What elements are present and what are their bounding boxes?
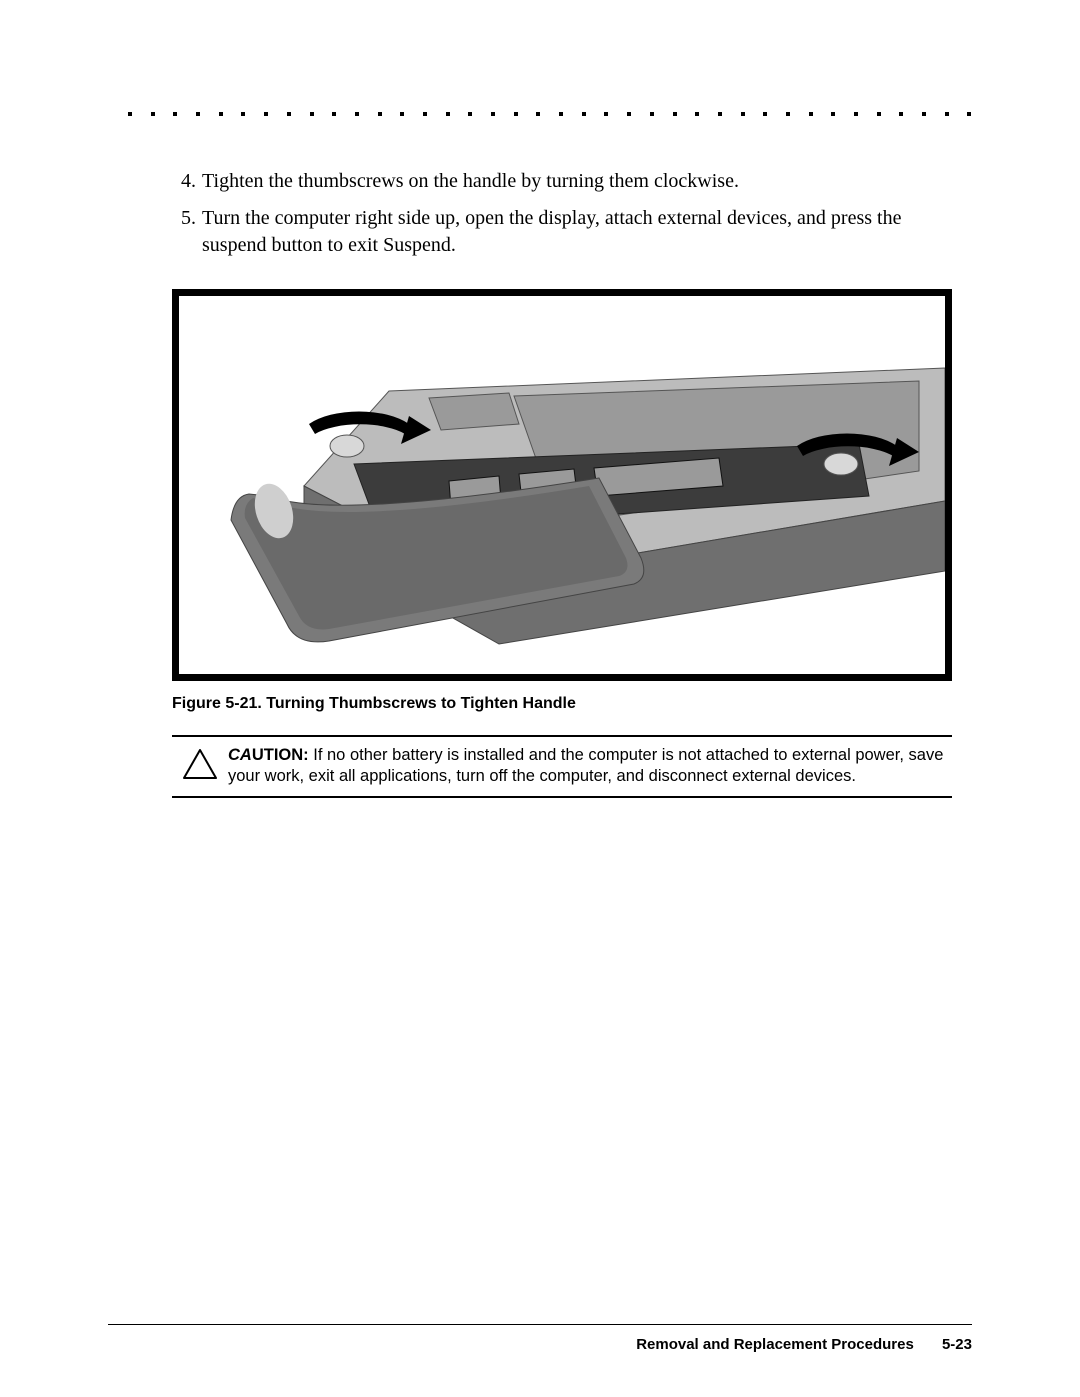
caution-label-bold: UTION: [252, 746, 309, 764]
figure-illustration [179, 296, 945, 674]
figure-caption-prefix: Figure 5-21. [172, 695, 266, 712]
footer-section: Removal and Replacement Procedures [636, 1336, 914, 1353]
dotted-header-rule [128, 112, 972, 116]
step-number: 5. [172, 205, 196, 259]
instruction-step: 4. Tighten the thumbscrews on the handle… [172, 168, 960, 195]
footer-rule [108, 1324, 972, 1325]
page-content: 4. Tighten the thumbscrews on the handle… [172, 168, 960, 798]
instruction-step: 5. Turn the computer right side up, open… [172, 205, 960, 259]
step-text: Tighten the thumbscrews on the handle by… [202, 168, 960, 195]
figure-caption-title: Turning Thumbscrews to Tighten Handle [266, 695, 576, 712]
figure-frame [172, 289, 952, 681]
footer-page-number: 5-23 [942, 1336, 972, 1353]
caution-icon [172, 745, 228, 788]
instruction-list: 4. Tighten the thumbscrews on the handle… [172, 168, 960, 259]
figure-caption: Figure 5-21. Turning Thumbscrews to Tigh… [172, 695, 960, 713]
page-footer: Removal and Replacement Procedures 5-23 [636, 1336, 972, 1353]
step-text: Turn the computer right side up, open th… [202, 205, 960, 259]
step-number: 4. [172, 168, 196, 195]
caution-text: CAUTION: If no other battery is installe… [228, 745, 952, 788]
document-page: 4. Tighten the thumbscrews on the handle… [0, 0, 1080, 1397]
caution-rule-bottom [172, 796, 952, 798]
caution-row: CAUTION: If no other battery is installe… [172, 737, 952, 796]
caution-label-italic: CA [228, 746, 252, 764]
caution-body: If no other battery is installed and the… [228, 746, 943, 785]
caution-block: CAUTION: If no other battery is installe… [172, 735, 952, 798]
